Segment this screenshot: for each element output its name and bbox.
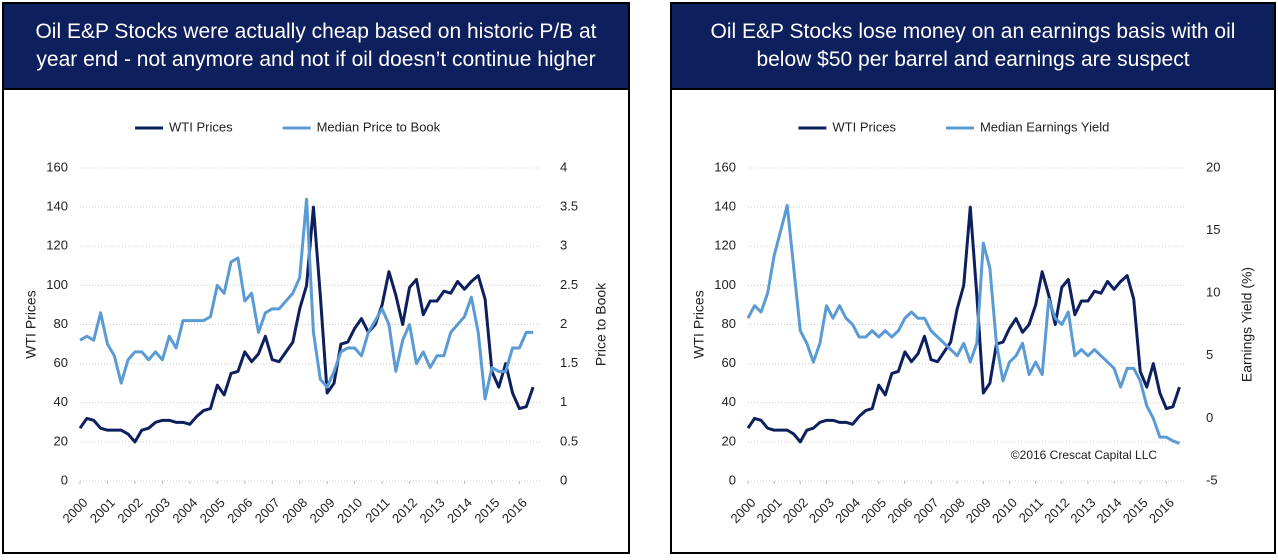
x-tick-label: 2007 — [252, 495, 283, 526]
panel: Oil E&P Stocks lose money on an earnings… — [670, 2, 1276, 554]
x-tick-label: 2003 — [142, 495, 173, 526]
y-tick-label: 80 — [722, 316, 736, 331]
y2-tick-label: 10 — [1206, 285, 1220, 300]
x-tick-label: 2001 — [87, 495, 118, 526]
y-tick-label: 20 — [54, 433, 68, 448]
y-tick-label: 120 — [714, 238, 736, 253]
y-axis-title: WTI Prices — [23, 290, 39, 358]
y2-tick-label: 15 — [1206, 222, 1220, 237]
y2-tick-label: 4 — [560, 159, 567, 174]
y2-tick-label: 1 — [560, 394, 567, 409]
x-tick-label: 2015 — [1120, 495, 1151, 526]
y2-tick-label: 3.5 — [560, 199, 578, 214]
y2-tick-label: 2 — [560, 316, 567, 331]
series-line — [78, 205, 535, 444]
x-tick-label: 2004 — [169, 495, 200, 526]
y2-tick-label: 0 — [560, 472, 567, 487]
x-tick-label: 2002 — [114, 495, 145, 526]
x-tick-label: 2011 — [362, 495, 392, 525]
chart: 020406080100120140160-505101520200020012… — [691, 119, 1255, 526]
legend-label: Median Earnings Yield — [980, 119, 1109, 134]
legend-label: Median Price to Book — [317, 119, 441, 134]
y-tick-label: 160 — [46, 159, 68, 174]
y2-tick-label: 20 — [1206, 159, 1220, 174]
series-line — [79, 197, 534, 401]
x-tick-label: 2009 — [307, 495, 338, 526]
chart: 0 20 40 60 80 100 120 140 160 0 0.5 1 1.5 2 2.5 3 3.5 4 20… — [23, 119, 609, 526]
y2-tick-label: 1.5 — [560, 355, 578, 370]
x-tick-label: 2008 — [279, 495, 310, 526]
y-tick-label: 0 — [61, 472, 68, 487]
y2-tick-label: 0.5 — [560, 433, 578, 448]
y-tick-label: 80 — [54, 316, 68, 331]
y2-tick-label: 3 — [560, 238, 567, 253]
y2-tick-label: -5 — [1206, 472, 1218, 487]
chart-title: Oil E&P Stocks lose money on an earnings… — [672, 4, 1274, 90]
x-tick-label: 2014 — [1094, 495, 1125, 526]
y-tick-label: 100 — [46, 277, 68, 292]
series-line — [746, 205, 1181, 444]
x-tick-label: 2013 — [417, 495, 448, 526]
x-tick-label: 2010 — [989, 495, 1020, 526]
x-tick-label: 2016 — [1146, 495, 1177, 526]
legend-label: WTI Prices — [832, 119, 896, 134]
x-tick-label: 2012 — [389, 495, 420, 526]
x-tick-label: 2014 — [444, 495, 475, 526]
y2-tick-label: 0 — [1206, 410, 1213, 425]
x-tick-label: 2015 — [471, 495, 502, 526]
x-tick-label: 2001 — [754, 495, 785, 526]
y-tick-label: 40 — [722, 394, 736, 409]
x-tick-label: 2003 — [806, 495, 837, 526]
y-tick-label: 140 — [714, 199, 736, 214]
x-tick-label: 2011 — [1016, 495, 1046, 525]
x-tick-label: 2009 — [963, 495, 994, 526]
x-tick-label: 2005 — [858, 495, 889, 526]
x-tick-label: 2005 — [197, 495, 228, 526]
x-tick-label: 2006 — [224, 495, 255, 526]
y2-tick-label: 5 — [1206, 347, 1213, 362]
y2-axis-title: Price to Book — [593, 282, 609, 366]
y2-axis-title: Earnings Yield (%) — [1239, 267, 1255, 382]
series-line — [746, 204, 1180, 445]
x-tick-label: 2006 — [884, 495, 915, 526]
y-axis-title: WTI Prices — [691, 290, 707, 358]
y-tick-label: 20 — [722, 433, 736, 448]
annotation: ©2016 Crescat Capital LLC — [1011, 448, 1158, 462]
x-tick-label: 2016 — [499, 495, 530, 526]
x-tick-label: 2012 — [1041, 495, 1072, 526]
x-tick-label: 2010 — [334, 495, 365, 526]
x-tick-label: 2008 — [937, 495, 968, 526]
y-tick-label: 160 — [714, 159, 736, 174]
panel: Oil E&P Stocks were actually cheap based… — [2, 2, 630, 554]
y2-tick-label: 2.5 — [560, 277, 578, 292]
y-tick-label: 60 — [722, 355, 736, 370]
x-tick-label: 2004 — [832, 495, 863, 526]
x-tick-label: 2000 — [59, 495, 90, 526]
y-tick-label: 100 — [714, 277, 736, 292]
x-tick-label: 2000 — [727, 495, 758, 526]
y-tick-label: 140 — [46, 199, 68, 214]
y-tick-label: 0 — [729, 472, 736, 487]
y-tick-label: 120 — [46, 238, 68, 253]
y-tick-label: 60 — [54, 355, 68, 370]
x-tick-label: 2002 — [780, 495, 811, 526]
chart-title: Oil E&P Stocks were actually cheap based… — [4, 4, 628, 90]
x-tick-label: 2007 — [911, 495, 942, 526]
y-tick-label: 40 — [54, 394, 68, 409]
legend-label: WTI Prices — [169, 119, 233, 134]
x-tick-label: 2013 — [1067, 495, 1098, 526]
